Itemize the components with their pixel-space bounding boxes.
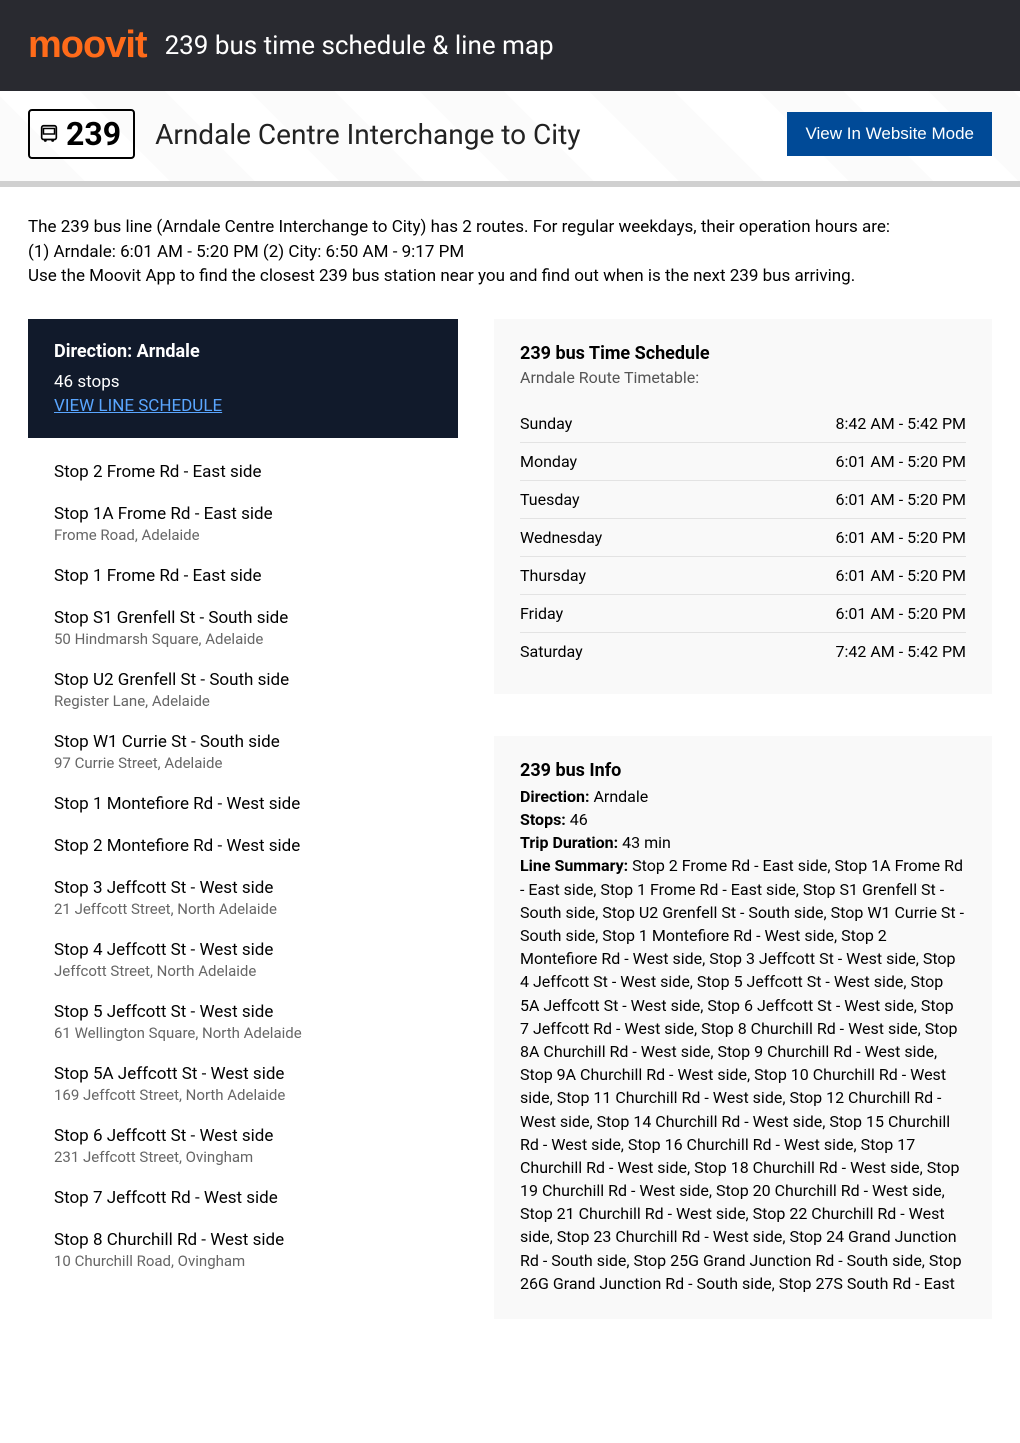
stops-list: Stop 2 Frome Rd - East side Stop 1A Frome… <box>28 438 458 1270</box>
stop-item: Stop 1 Montefiore Rd - West side <box>54 794 432 814</box>
intro-line: The 239 bus line (Arndale Centre Interch… <box>28 215 992 240</box>
stop-item: Stop 8 Churchill Rd - West side 10 Church… <box>54 1230 432 1270</box>
timetable-day: Sunday <box>520 414 572 433</box>
route-number: 239 <box>66 115 121 153</box>
stop-item: Stop 7 Jeffcott Rd - West side <box>54 1188 432 1208</box>
stop-address: Register Lane, Adelaide <box>54 692 432 710</box>
content-columns: Direction: Arndale 46 stops VIEW LINE SC… <box>0 297 1020 1319</box>
stop-address: 50 Hindmarsh Square, Adelaide <box>54 630 432 648</box>
stop-address: 231 Jeffcott Street, Ovingham <box>54 1148 432 1166</box>
stop-name: Stop 3 Jeffcott St - West side <box>54 878 432 898</box>
stop-address: 97 Currie Street, Adelaide <box>54 754 432 772</box>
timetable-time: 6:01 AM - 5:20 PM <box>836 528 966 547</box>
stop-item: Stop 2 Montefiore Rd - West side <box>54 836 432 856</box>
timetable-day: Wednesday <box>520 528 602 547</box>
left-column: Direction: Arndale 46 stops VIEW LINE SC… <box>28 319 458 1292</box>
stop-item: Stop S1 Grenfell St - South side 50 Hindm… <box>54 608 432 648</box>
timetable-row: Saturday 7:42 AM - 5:42 PM <box>520 633 966 670</box>
timetable-day: Monday <box>520 452 577 471</box>
stop-name: Stop 5 Jeffcott St - West side <box>54 1002 432 1022</box>
stop-name: Stop U2 Grenfell St - South side <box>54 670 432 690</box>
timetable-time: 8:42 AM - 5:42 PM <box>836 414 966 433</box>
timetable-row: Thursday 6:01 AM - 5:20 PM <box>520 557 966 595</box>
route-name: Arndale Centre Interchange to City <box>155 118 767 151</box>
stops-count: 46 stops <box>54 372 432 392</box>
info-summary: Line Summary: Stop 2 Frome Rd - East sid… <box>520 854 966 1295</box>
info-duration: Trip Duration: 43 min <box>520 831 966 854</box>
stop-name: Stop 6 Jeffcott St - West side <box>54 1126 432 1146</box>
timetable-day: Thursday <box>520 566 586 585</box>
stop-name: Stop S1 Grenfell St - South side <box>54 608 432 628</box>
stop-item: Stop 1 Frome Rd - East side <box>54 566 432 586</box>
stop-item: Stop 2 Frome Rd - East side <box>54 462 432 482</box>
right-column: 239 bus Time Schedule Arndale Route Time… <box>494 319 992 1319</box>
stop-item: Stop 1A Frome Rd - East side Frome Road, … <box>54 504 432 544</box>
timetable-time: 6:01 AM - 5:20 PM <box>836 566 966 585</box>
info-stops: Stops: 46 <box>520 808 966 831</box>
stop-address: Frome Road, Adelaide <box>54 526 432 544</box>
view-schedule-link[interactable]: VIEW LINE SCHEDULE <box>54 396 222 416</box>
intro-line: (1) Arndale: 6:01 AM - 5:20 PM (2) City:… <box>28 240 992 265</box>
stop-item: Stop 6 Jeffcott St - West side 231 Jeffco… <box>54 1126 432 1166</box>
stop-name: Stop 2 Frome Rd - East side <box>54 462 432 482</box>
stop-item: Stop 4 Jeffcott St - West side Jeffcott S… <box>54 940 432 980</box>
timetable-row: Tuesday 6:01 AM - 5:20 PM <box>520 481 966 519</box>
stop-name: Stop W1 Currie St - South side <box>54 732 432 752</box>
stop-name: Stop 1 Frome Rd - East side <box>54 566 432 586</box>
intro-line: Use the Moovit App to find the closest 2… <box>28 264 992 289</box>
timetable-day: Friday <box>520 604 563 623</box>
bus-icon <box>38 123 60 145</box>
stop-item: Stop U2 Grenfell St - South side Register… <box>54 670 432 710</box>
stop-name: Stop 7 Jeffcott Rd - West side <box>54 1188 432 1208</box>
direction-box: Direction: Arndale 46 stops VIEW LINE SC… <box>28 319 458 438</box>
timetable-day: Saturday <box>520 642 583 661</box>
timetable-time: 6:01 AM - 5:20 PM <box>836 452 966 471</box>
stop-name: Stop 5A Jeffcott St - West side <box>54 1064 432 1084</box>
stop-address: 10 Churchill Road, Ovingham <box>54 1252 432 1270</box>
timetable-row: Sunday 8:42 AM - 5:42 PM <box>520 405 966 443</box>
timetable-row: Monday 6:01 AM - 5:20 PM <box>520 443 966 481</box>
timetable-day: Tuesday <box>520 490 580 509</box>
stop-name: Stop 4 Jeffcott St - West side <box>54 940 432 960</box>
logo: moovit <box>28 24 147 67</box>
stop-name: Stop 2 Montefiore Rd - West side <box>54 836 432 856</box>
timetable-row: Friday 6:01 AM - 5:20 PM <box>520 595 966 633</box>
route-badge: 239 <box>28 109 135 159</box>
timetable-time: 6:01 AM - 5:20 PM <box>836 604 966 623</box>
page-title: 239 bus time schedule & line map <box>165 31 554 61</box>
timetable-title: 239 bus Time Schedule <box>520 343 966 364</box>
timetable-row: Wednesday 6:01 AM - 5:20 PM <box>520 519 966 557</box>
info-direction: Direction: Arndale <box>520 785 966 808</box>
timetable-card: 239 bus Time Schedule Arndale Route Time… <box>494 319 992 694</box>
stop-address: 61 Wellington Square, North Adelaide <box>54 1024 432 1042</box>
stop-address: Jeffcott Street, North Adelaide <box>54 962 432 980</box>
timetable-rows: Sunday 8:42 AM - 5:42 PM Monday 6:01 AM - 5… <box>520 405 966 670</box>
timetable-time: 7:42 AM - 5:42 PM <box>836 642 966 661</box>
info-card: 239 bus Info Direction: Arndale Stops: 4… <box>494 736 992 1319</box>
stop-name: Stop 1 Montefiore Rd - West side <box>54 794 432 814</box>
direction-label: Direction: Arndale <box>54 341 432 362</box>
view-website-button[interactable]: View In Website Mode <box>787 112 992 156</box>
stop-address: 21 Jeffcott Street, North Adelaide <box>54 900 432 918</box>
route-bar: 239 Arndale Centre Interchange to City V… <box>0 91 1020 187</box>
stop-item: Stop W1 Currie St - South side 97 Currie … <box>54 732 432 772</box>
stop-item: Stop 3 Jeffcott St - West side 21 Jeffcot… <box>54 878 432 918</box>
stop-item: Stop 5 Jeffcott St - West side 61 Welling… <box>54 1002 432 1042</box>
intro-text: The 239 bus line (Arndale Centre Interch… <box>0 187 1020 297</box>
stop-name: Stop 8 Churchill Rd - West side <box>54 1230 432 1250</box>
stop-name: Stop 1A Frome Rd - East side <box>54 504 432 524</box>
stop-item: Stop 5A Jeffcott St - West side 169 Jeffc… <box>54 1064 432 1104</box>
info-title: 239 bus Info <box>520 760 966 781</box>
timetable-subtitle: Arndale Route Timetable: <box>520 368 966 387</box>
timetable-time: 6:01 AM - 5:20 PM <box>836 490 966 509</box>
stop-address: 169 Jeffcott Street, North Adelaide <box>54 1086 432 1104</box>
header-bar: moovit 239 bus time schedule & line map <box>0 0 1020 91</box>
